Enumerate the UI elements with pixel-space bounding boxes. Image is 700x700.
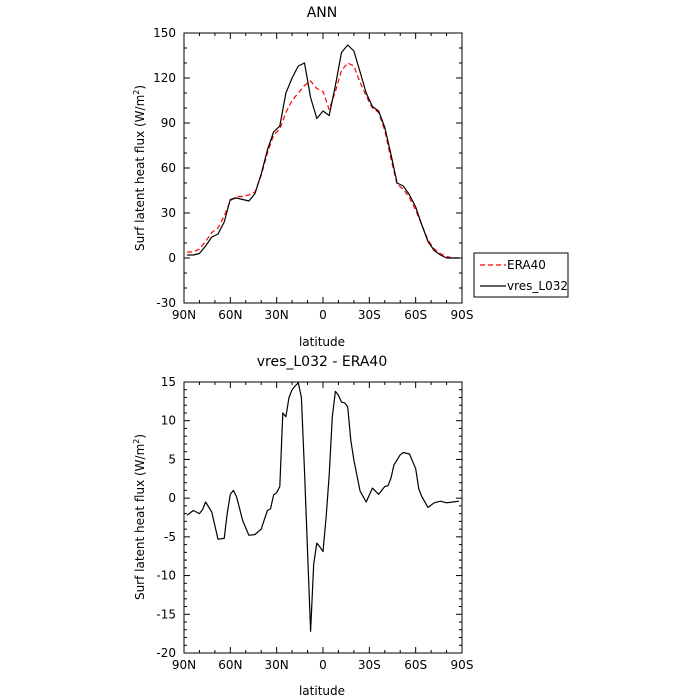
- chart-title: ANN: [307, 5, 338, 21]
- x-tick-label: 90S: [451, 308, 474, 322]
- y-tick-label: 30: [161, 206, 176, 220]
- x-axis-label-difference: latitude: [299, 684, 345, 698]
- x-tick-label: 30N: [265, 308, 289, 322]
- y-tick-label: -5: [164, 530, 176, 544]
- x-tick-label: 0: [319, 658, 327, 672]
- x-tick-label: 30S: [358, 658, 381, 672]
- y-axis-label-end: ): [133, 434, 147, 439]
- y-tick-label: -15: [156, 607, 176, 621]
- x-tick-label: 90N: [172, 308, 196, 322]
- x-tick-label: 90S: [451, 658, 474, 672]
- y-tick-label: 90: [161, 116, 176, 130]
- y-axis-label-difference: Surf latent heat flux (W/m2): [132, 434, 147, 600]
- y-tick-label: -20: [156, 646, 176, 660]
- y-tick-label: 120: [153, 71, 176, 85]
- plot-frame-difference: [183, 381, 463, 654]
- plot-frame: [183, 32, 463, 304]
- x-tick-label: 90N: [172, 658, 196, 672]
- y-tick-label: -10: [156, 569, 176, 583]
- y-axis-label-superscript: 2: [132, 90, 141, 95]
- y-tick-label: 15: [161, 375, 176, 389]
- y-axis-label-main: Surf latent heat flux (W/m: [133, 95, 147, 251]
- y-tick-label: 60: [161, 161, 176, 175]
- y-axis-label-superscript: 2: [132, 439, 141, 444]
- series-line-vres-l032: [187, 44, 459, 259]
- x-tick-label: 30N: [265, 658, 289, 672]
- top-panel: ANN 90N 60N 30N 0 30S 60S 90S-300306090120150 …: [132, 5, 569, 349]
- y-tick-label: 0: [168, 491, 176, 505]
- chart-title-difference: vres_L032 - ERA40: [257, 354, 388, 370]
- x-tick-label: 60S: [404, 308, 427, 322]
- bottom-panel: vres_L032 - ERA40 90N 60N 30N 0 30S 60S 90S -20…: [132, 354, 473, 698]
- y-axis-label: Surf latent heat flux (W/m2): [132, 85, 147, 251]
- y-axis-label-end: ): [133, 85, 147, 90]
- legend-box: [473, 252, 569, 298]
- y-tick-label: -30: [156, 296, 176, 310]
- legend-label-era40: ERA40: [507, 258, 546, 272]
- legend-label-vres: vres_L032: [507, 279, 568, 293]
- x-tick-label: 0: [319, 308, 327, 322]
- series-line-difference: [186, 382, 459, 632]
- y-tick-label: 5: [168, 452, 176, 466]
- y-tick-label: 150: [153, 26, 176, 40]
- series-line-era40: [187, 62, 459, 259]
- y-tick-label: 10: [161, 414, 176, 428]
- x-tick-label: 30S: [358, 308, 381, 322]
- y-axis-label-main: Surf latent heat flux (W/m: [133, 444, 147, 600]
- x-tick-label: 60N: [218, 658, 242, 672]
- legend: ERA40 vres_L032: [473, 252, 569, 298]
- x-tick-label: 60S: [404, 658, 427, 672]
- x-tick-label: 60N: [218, 308, 242, 322]
- x-axis-label: latitude: [299, 335, 345, 349]
- y-tick-label: 0: [168, 251, 176, 265]
